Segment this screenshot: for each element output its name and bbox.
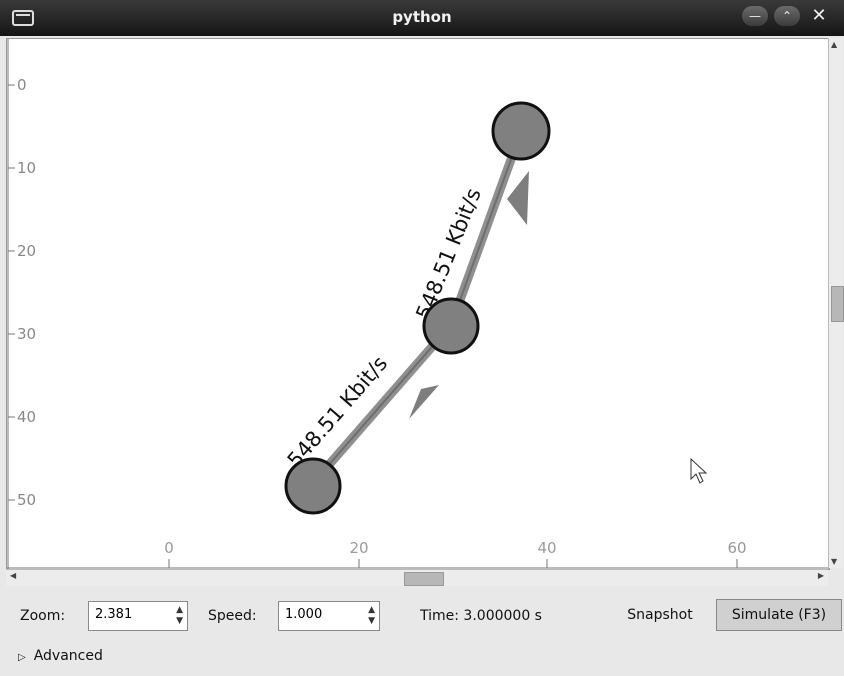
x-tick: 0 bbox=[164, 539, 174, 568]
y-tick: 40 bbox=[8, 408, 36, 426]
zoom-spinner[interactable]: ▲▼ bbox=[88, 601, 188, 631]
advanced-label: Advanced bbox=[33, 648, 103, 664]
time-readout: Time: 3.000000 s bbox=[420, 608, 542, 624]
horizontal-scrollbar[interactable]: ◀ ▶ bbox=[6, 569, 828, 586]
y-tick-label: 20 bbox=[17, 242, 36, 260]
flow-arrow-icon bbox=[507, 171, 529, 225]
minimize-icon[interactable]: — bbox=[742, 6, 768, 26]
x-tick: 20 bbox=[349, 539, 369, 568]
speed-input[interactable] bbox=[285, 607, 345, 622]
topology-view: 0 10 20 30 40 50 0 20 bbox=[7, 39, 829, 569]
y-tick: 30 bbox=[8, 325, 36, 343]
vertical-scrollbar[interactable]: ▲ ▼ bbox=[828, 38, 844, 568]
simulate-button[interactable]: Simulate (F3) bbox=[716, 599, 842, 631]
y-tick-label: 0 bbox=[17, 76, 27, 94]
y-tick-label: 30 bbox=[17, 325, 36, 343]
y-tick: 10 bbox=[8, 159, 36, 177]
title-bar[interactable]: python — ⌃ ✕ bbox=[0, 0, 844, 36]
x-tick-label: 40 bbox=[537, 539, 556, 557]
x-tick: 40 bbox=[537, 539, 557, 568]
advanced-expander[interactable]: ▷ Advanced bbox=[18, 648, 103, 664]
speed-spinner[interactable]: ▲▼ bbox=[278, 601, 380, 631]
close-icon[interactable]: ✕ bbox=[811, 5, 827, 26]
window-menu-icon[interactable] bbox=[12, 10, 34, 26]
simulation-canvas[interactable]: 0 10 20 30 40 50 0 20 bbox=[6, 38, 830, 570]
y-tick: 50 bbox=[8, 491, 36, 509]
y-tick-label: 50 bbox=[17, 491, 36, 509]
link-1-2[interactable]: 548.51 Kbit/s bbox=[411, 127, 529, 330]
y-tick: 20 bbox=[8, 242, 36, 260]
x-tick: 60 bbox=[727, 539, 747, 568]
maximize-icon[interactable]: ⌃ bbox=[774, 6, 800, 26]
window-title: python bbox=[392, 8, 452, 26]
y-ruler-ticks: 0 10 20 30 40 50 bbox=[8, 76, 36, 509]
zoom-input[interactable] bbox=[95, 607, 155, 622]
expander-arrow-icon[interactable]: ▷ bbox=[18, 652, 26, 663]
spinner-arrows-icon[interactable]: ▲ ▼ bbox=[176, 605, 183, 626]
scroll-left-icon[interactable]: ◀ bbox=[10, 571, 17, 580]
horizontal-scroll-thumb[interactable] bbox=[404, 572, 444, 586]
flow-arrow-icon bbox=[409, 385, 439, 419]
mouse-cursor-icon bbox=[690, 457, 708, 484]
scroll-down-icon[interactable]: ▼ bbox=[831, 557, 838, 566]
node-2[interactable] bbox=[491, 101, 551, 161]
speed-label: Speed: bbox=[208, 608, 257, 624]
node-0[interactable] bbox=[284, 457, 342, 515]
x-tick-label: 20 bbox=[349, 539, 368, 557]
y-tick: 0 bbox=[8, 76, 27, 94]
node-1[interactable] bbox=[422, 297, 480, 355]
snapshot-button[interactable]: Snapshot bbox=[614, 599, 706, 631]
x-ruler-ticks: 0 20 40 60 bbox=[164, 539, 747, 568]
y-tick-label: 10 bbox=[17, 159, 36, 177]
vertical-scroll-thumb[interactable] bbox=[831, 286, 844, 322]
scroll-right-icon[interactable]: ▶ bbox=[817, 571, 824, 580]
x-tick-label: 0 bbox=[164, 539, 174, 557]
scroll-up-icon[interactable]: ▲ bbox=[831, 40, 838, 49]
x-tick-label: 60 bbox=[727, 539, 746, 557]
y-tick-label: 40 bbox=[17, 408, 36, 426]
spinner-arrows-icon[interactable]: ▲ ▼ bbox=[368, 605, 375, 626]
zoom-label: Zoom: bbox=[20, 608, 66, 624]
